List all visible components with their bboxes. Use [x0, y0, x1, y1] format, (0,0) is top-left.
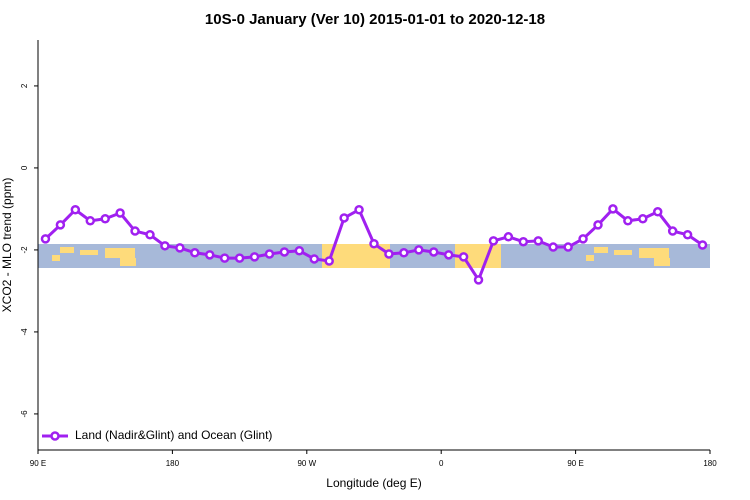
point — [339, 213, 349, 223]
point — [145, 230, 155, 240]
point — [234, 253, 245, 263]
point — [473, 275, 484, 285]
point — [324, 256, 334, 266]
point — [608, 204, 618, 214]
point — [354, 204, 364, 215]
point — [667, 226, 678, 236]
point — [563, 242, 573, 252]
point — [503, 232, 514, 242]
point — [40, 234, 51, 244]
point — [399, 248, 409, 258]
point — [488, 236, 499, 246]
point — [458, 252, 469, 262]
chart-title: 10S-0 January (Ver 10) 2015-01-01 to 202… — [205, 11, 545, 28]
y-axis-label: XCO2 - MLO trend (ppm) — [0, 178, 14, 313]
point — [443, 250, 454, 260]
x-tick-label: 180 — [703, 459, 717, 468]
point — [384, 249, 394, 259]
point — [309, 254, 320, 264]
point — [697, 240, 708, 250]
point — [100, 214, 110, 224]
point — [70, 204, 81, 215]
point — [264, 249, 275, 259]
x-tick-label: 180 — [166, 459, 180, 468]
x-tick-label: 90 W — [297, 459, 316, 468]
point — [638, 214, 648, 224]
point — [518, 236, 529, 247]
x-axis-label: Longitude (deg E) — [326, 476, 421, 490]
point — [279, 247, 290, 257]
point — [548, 242, 558, 252]
legend-marker — [50, 431, 60, 441]
point — [175, 243, 185, 253]
point — [219, 253, 230, 263]
point — [249, 252, 260, 262]
point — [652, 207, 663, 217]
point — [623, 216, 633, 226]
point — [55, 220, 66, 230]
x-tick-label: 90 E — [30, 459, 46, 468]
legend-label: Land (Nadir&Glint) and Ocean (Glint) — [75, 428, 272, 442]
y-tick-label: 2 — [20, 83, 29, 88]
point — [130, 226, 140, 236]
y-tick-label: -6 — [20, 410, 29, 418]
point — [294, 245, 305, 256]
x-tick-label: 0 — [439, 459, 444, 468]
land-indonesia — [52, 247, 670, 266]
point — [578, 234, 588, 244]
point — [190, 248, 200, 258]
point — [682, 230, 693, 240]
point — [85, 216, 96, 226]
point — [414, 245, 424, 255]
point — [369, 239, 379, 249]
y-tick-label: -4 — [20, 328, 29, 336]
point — [115, 208, 125, 218]
point — [593, 220, 603, 230]
y-tick-label: -2 — [20, 246, 29, 254]
y-tick-label: 0 — [20, 165, 29, 170]
x-tick-label: 90 E — [567, 459, 583, 468]
point — [160, 241, 170, 251]
point — [428, 247, 439, 257]
point — [533, 236, 544, 246]
point — [204, 250, 215, 260]
